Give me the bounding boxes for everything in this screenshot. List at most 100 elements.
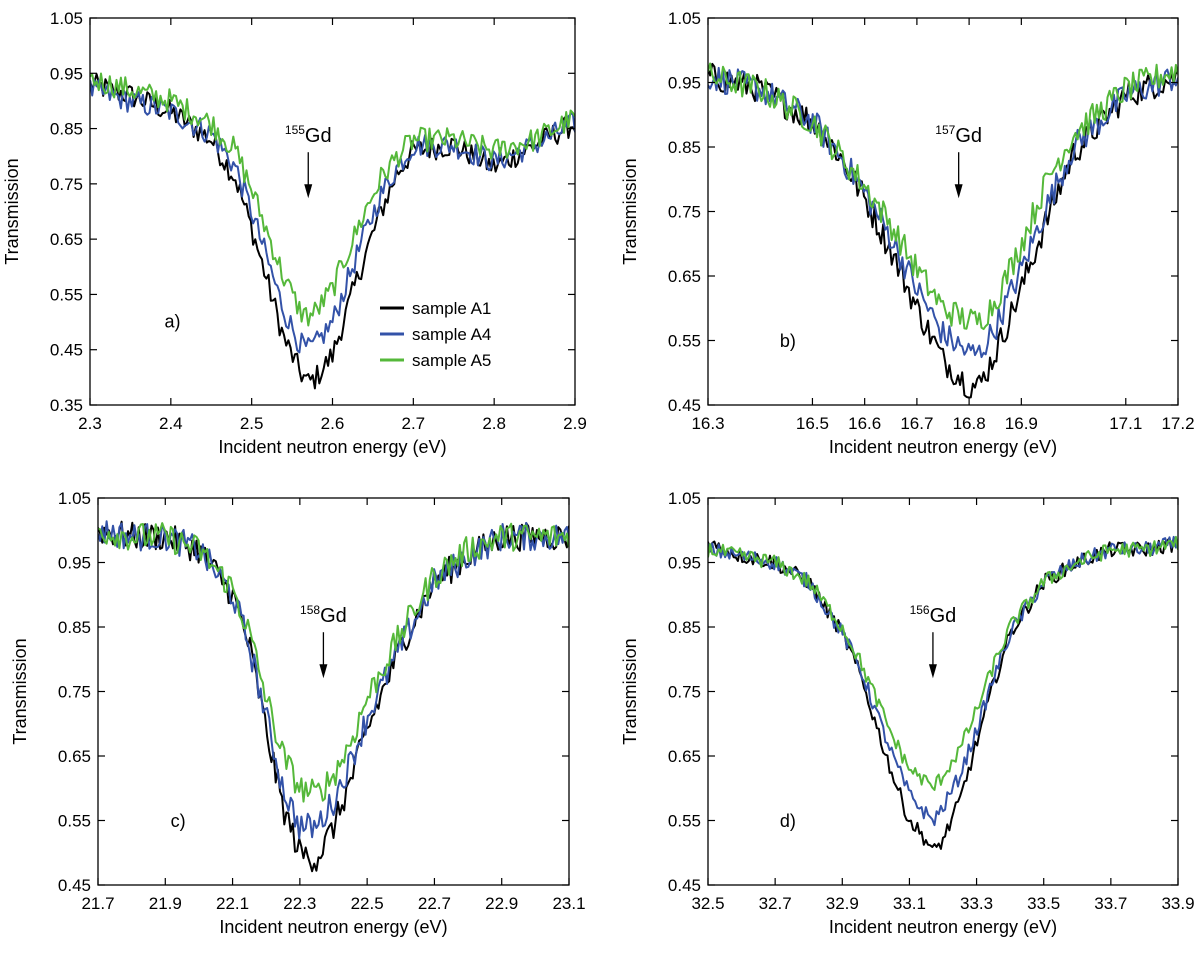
isotope-mass: 157 — [935, 123, 955, 137]
y-tick-label: 0.45 — [50, 341, 83, 360]
y-tick-label: 0.45 — [58, 876, 91, 895]
x-tick-label: 16.3 — [691, 414, 724, 433]
x-tick-label: 32.7 — [759, 894, 792, 913]
x-tick-label: 17.1 — [1109, 414, 1142, 433]
x-tick-label: 16.6 — [848, 414, 881, 433]
y-axis-label: Transmission — [2, 158, 22, 264]
x-tick-label: 16.7 — [900, 414, 933, 433]
x-tick-label: 21.7 — [81, 894, 114, 913]
plot-frame — [707, 497, 1179, 886]
x-axis-label: Incident neutron energy (eV) — [829, 917, 1057, 937]
x-tick-label: 16.5 — [796, 414, 829, 433]
isotope-label: 157Gd — [935, 123, 982, 147]
y-tick-label: 0.45 — [668, 876, 701, 895]
arrow-head — [304, 184, 313, 199]
isotope-symbol: Gd — [320, 605, 347, 627]
y-tick-label: 0.95 — [58, 554, 91, 573]
x-tick-label: 22.7 — [418, 894, 451, 913]
y-tick-label: 0.75 — [668, 683, 701, 702]
arrow-head — [319, 664, 328, 679]
x-axis-label: Incident neutron energy (eV) — [829, 437, 1057, 457]
x-tick-label: 2.7 — [402, 414, 426, 433]
isotope-symbol: Gd — [930, 605, 957, 627]
series-line-sample-a4 — [90, 79, 575, 354]
x-tick-label: 32.9 — [826, 894, 859, 913]
y-tick-label: 0.75 — [58, 683, 91, 702]
y-tick-label: 0.55 — [50, 285, 83, 304]
y-tick-label: 0.65 — [668, 747, 701, 766]
panel-label: d) — [780, 811, 796, 831]
series-line-sample-a1 — [90, 73, 575, 390]
y-tick-label: 0.35 — [50, 396, 83, 415]
y-tick-label: 0.75 — [50, 175, 83, 194]
y-tick-label: 0.85 — [668, 618, 701, 637]
y-tick-label: 0.65 — [50, 230, 83, 249]
isotope-label: 158Gd — [300, 603, 347, 627]
series-line-sample-a4 — [98, 520, 569, 840]
y-tick-label: 1.05 — [50, 9, 83, 28]
x-tick-label: 22.3 — [283, 894, 316, 913]
x-tick-label: 16.8 — [953, 414, 986, 433]
y-tick-label: 1.05 — [58, 489, 91, 508]
y-tick-label: 0.85 — [50, 120, 83, 139]
x-tick-label: 2.9 — [563, 414, 587, 433]
panel-2: 16.3 16.5 16.6 16.7 16.8 16.9 17.1 17.2 0.45 0.55… — [620, 9, 1195, 457]
series-group — [708, 62, 1178, 399]
arrow-head — [954, 184, 963, 199]
series-line-sample-a1 — [708, 62, 1178, 399]
isotope-mass: 156 — [910, 603, 930, 617]
arrow-head — [928, 664, 937, 679]
x-tick-label: 33.5 — [1027, 894, 1060, 913]
isotope-mass: 155 — [285, 123, 305, 137]
isotope-symbol: Gd — [305, 125, 332, 147]
series-line-sample-a5 — [708, 535, 1178, 791]
x-tick-label: 2.5 — [240, 414, 264, 433]
x-tick-label: 2.6 — [321, 414, 345, 433]
plot-frame — [707, 17, 1179, 406]
panel-3: 21.7 21.9 22.1 22.3 22.5 22.7 22.9 23.1 0.45 0.55… — [10, 489, 586, 937]
x-axis-label: Incident neutron energy (eV) — [219, 917, 447, 937]
y-tick-label: 0.95 — [668, 74, 701, 93]
panel-4: 32.5 32.7 32.9 33.1 33.3 33.5 33.7 33.9 0.45 0.55… — [620, 489, 1195, 937]
x-tick-label: 23.1 — [552, 894, 585, 913]
y-tick-label: 0.95 — [668, 554, 701, 573]
x-tick-label: 33.3 — [960, 894, 993, 913]
legend-label: sample A5 — [412, 351, 491, 370]
y-axis-label: Transmission — [620, 158, 640, 264]
x-tick-label: 16.9 — [1005, 414, 1038, 433]
x-tick-label: 2.8 — [482, 414, 506, 433]
isotope-label: 155Gd — [285, 123, 332, 147]
legend-label: sample A4 — [412, 325, 491, 344]
y-tick-label: 0.55 — [58, 812, 91, 831]
x-tick-label: 2.4 — [159, 414, 183, 433]
series-line-sample-a1 — [708, 537, 1178, 850]
legend-label: sample A1 — [412, 299, 491, 318]
series-line-sample-a5 — [90, 72, 575, 327]
plot-frame — [89, 17, 576, 406]
isotope-mass: 158 — [300, 603, 320, 617]
y-tick-label: 0.95 — [50, 64, 83, 83]
series-line-sample-a4 — [708, 535, 1178, 827]
y-axis-label: Transmission — [620, 638, 640, 744]
y-axis-label: Transmission — [10, 638, 30, 744]
x-tick-label: 33.7 — [1094, 894, 1127, 913]
series-group — [98, 520, 569, 873]
panel-label: b) — [780, 331, 796, 351]
y-tick-label: 0.55 — [668, 812, 701, 831]
series-group — [708, 535, 1178, 850]
x-axis-label: Incident neutron energy (eV) — [218, 437, 446, 457]
series-line-sample-a5 — [708, 62, 1178, 331]
y-tick-label: 1.05 — [668, 489, 701, 508]
y-tick-label: 0.65 — [58, 747, 91, 766]
y-tick-label: 1.05 — [668, 9, 701, 28]
x-tick-label: 22.5 — [351, 894, 384, 913]
legend: sample A1 sample A4 sample A5 — [380, 299, 491, 370]
isotope-symbol: Gd — [955, 125, 982, 147]
x-tick-label: 32.5 — [691, 894, 724, 913]
x-tick-label: 33.1 — [893, 894, 926, 913]
x-tick-label: 33.9 — [1161, 894, 1194, 913]
x-tick-label: 2.3 — [78, 414, 102, 433]
y-tick-label: 0.55 — [668, 332, 701, 351]
y-tick-label: 0.45 — [668, 396, 701, 415]
